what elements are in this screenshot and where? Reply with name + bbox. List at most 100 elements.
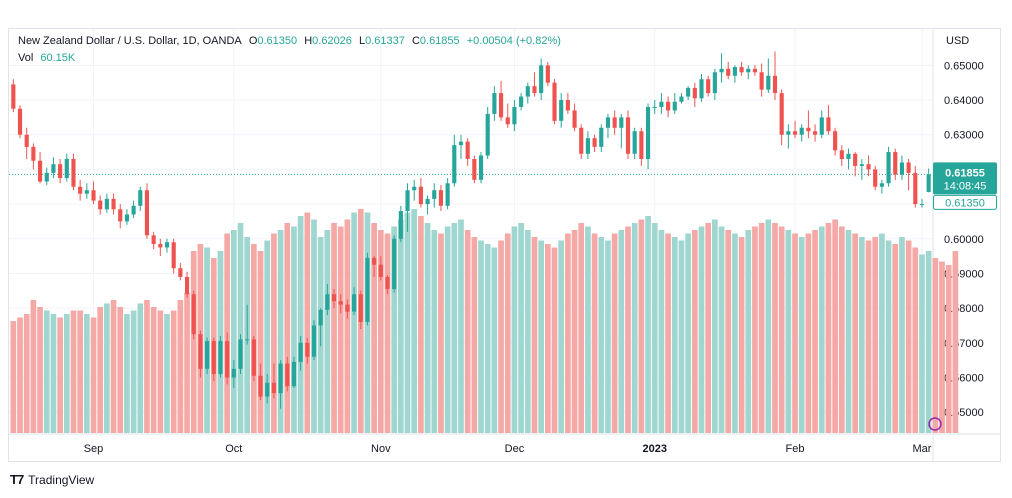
candle-body[interactable] [78, 186, 83, 194]
candle-body[interactable] [151, 235, 156, 244]
candle-body[interactable] [405, 190, 410, 212]
candle-body[interactable] [739, 67, 744, 73]
candle-body[interactable] [191, 294, 196, 335]
candle-body[interactable] [726, 68, 731, 76]
candle-body[interactable] [565, 100, 570, 111]
candle-body[interactable] [311, 325, 317, 357]
candle-body[interactable] [285, 363, 290, 387]
candle-body[interactable] [899, 162, 905, 175]
candle-body[interactable] [699, 79, 704, 99]
candle-body[interactable] [879, 183, 884, 187]
candle-body[interactable] [378, 264, 383, 277]
candle-body[interactable] [605, 117, 611, 128]
candle-body[interactable] [612, 117, 617, 128]
candle-body[interactable] [211, 341, 216, 375]
candle-body[interactable] [839, 150, 844, 159]
candle-body[interactable] [31, 146, 36, 161]
candle-body[interactable] [779, 93, 784, 135]
candle-body[interactable] [712, 72, 717, 94]
candle-body[interactable] [625, 117, 631, 154]
candle-body[interactable] [392, 238, 397, 290]
candle-body[interactable] [519, 96, 524, 107]
candle-body[interactable] [184, 276, 190, 295]
candle-body[interactable] [906, 162, 911, 173]
candle-body[interactable] [539, 65, 544, 94]
candle-body[interactable] [645, 106, 651, 159]
candle-body[interactable] [178, 268, 183, 277]
candle-body[interactable] [552, 82, 557, 121]
candle-body[interactable] [44, 172, 49, 182]
candle-body[interactable] [813, 131, 818, 135]
candle-body[interactable] [37, 160, 43, 182]
candle-body[interactable] [666, 101, 671, 111]
candle-body[interactable] [846, 153, 851, 159]
candle-body[interactable] [432, 190, 437, 199]
candle-body[interactable] [632, 131, 637, 154]
candle-body[interactable] [679, 96, 684, 102]
candle-body[interactable] [525, 86, 530, 97]
candle-body[interactable] [318, 309, 323, 326]
candle-body[interactable] [225, 341, 230, 378]
candle-body[interactable] [806, 127, 811, 132]
event-marker-icon[interactable] [928, 417, 942, 431]
candle-body[interactable] [345, 304, 350, 312]
candle-body[interactable] [278, 363, 283, 394]
candle-body[interactable] [98, 200, 103, 210]
candle-body[interactable] [913, 172, 918, 205]
candle-body[interactable] [719, 68, 724, 73]
candle-body[interactable] [746, 68, 751, 73]
candle-body[interactable] [472, 158, 477, 180]
candle-body[interactable] [258, 375, 263, 397]
candle-body[interactable] [58, 164, 63, 179]
candle-body[interactable] [786, 131, 791, 135]
candle-body[interactable] [338, 301, 343, 305]
candle-body[interactable] [71, 158, 76, 187]
candle-body[interactable] [251, 339, 256, 376]
currency-label[interactable]: USD [946, 35, 970, 47]
candle-body[interactable] [352, 294, 357, 312]
candle-body[interactable] [144, 190, 150, 236]
candle-body[interactable] [706, 79, 711, 94]
candle-body[interactable] [358, 294, 363, 323]
candle-body[interactable] [385, 276, 390, 290]
candle-body[interactable] [164, 242, 170, 248]
candle-body[interactable] [265, 382, 270, 397]
candle-body[interactable] [873, 169, 878, 187]
candle-body[interactable] [412, 186, 417, 191]
candle-body[interactable] [478, 155, 484, 180]
candle-body[interactable] [138, 190, 143, 206]
candle-body[interactable] [131, 205, 136, 215]
candle-body[interactable] [305, 342, 310, 357]
candle-body[interactable] [652, 106, 657, 108]
candle-body[interactable] [585, 138, 590, 154]
candle-body[interactable] [532, 86, 537, 94]
candle-body[interactable] [218, 341, 223, 375]
candle-body[interactable] [893, 152, 898, 175]
candle-body[interactable] [859, 164, 864, 166]
candle-body[interactable] [866, 164, 871, 170]
candle-body[interactable] [919, 204, 925, 206]
candle-body[interactable] [51, 164, 56, 173]
candle-body[interactable] [498, 93, 504, 118]
candle-body[interactable] [198, 334, 203, 369]
candle-body[interactable] [826, 117, 831, 132]
candle-body[interactable] [84, 190, 89, 194]
candle-body[interactable] [512, 106, 517, 125]
candle-body[interactable] [458, 141, 464, 146]
candle-body[interactable] [592, 138, 597, 147]
candle-body[interactable] [231, 368, 236, 378]
candle-body[interactable] [418, 186, 423, 205]
candle-body[interactable] [732, 67, 737, 76]
candle-body[interactable] [485, 113, 490, 156]
candle-body[interactable] [926, 174, 931, 192]
candle-body[interactable] [17, 108, 23, 135]
candle-body[interactable] [792, 131, 798, 135]
candle-body[interactable] [64, 158, 69, 179]
footer-branding[interactable]: T7 TradingView [10, 472, 94, 487]
candle-body[interactable] [425, 198, 430, 205]
candle-body[interactable] [599, 127, 604, 147]
candle-body[interactable] [11, 84, 16, 109]
candle-body[interactable] [572, 110, 577, 128]
candle-body[interactable] [659, 101, 664, 107]
candle-body[interactable] [124, 214, 129, 222]
